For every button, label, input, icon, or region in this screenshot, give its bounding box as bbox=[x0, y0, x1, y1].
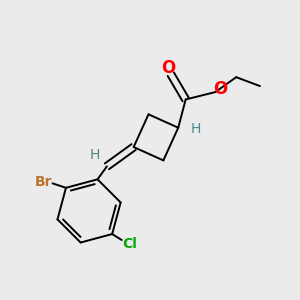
Text: Br: Br bbox=[35, 176, 52, 190]
Text: H: H bbox=[89, 148, 100, 162]
Text: H: H bbox=[191, 122, 201, 136]
Text: Cl: Cl bbox=[123, 237, 137, 250]
Text: O: O bbox=[161, 59, 175, 77]
Text: O: O bbox=[214, 80, 228, 98]
